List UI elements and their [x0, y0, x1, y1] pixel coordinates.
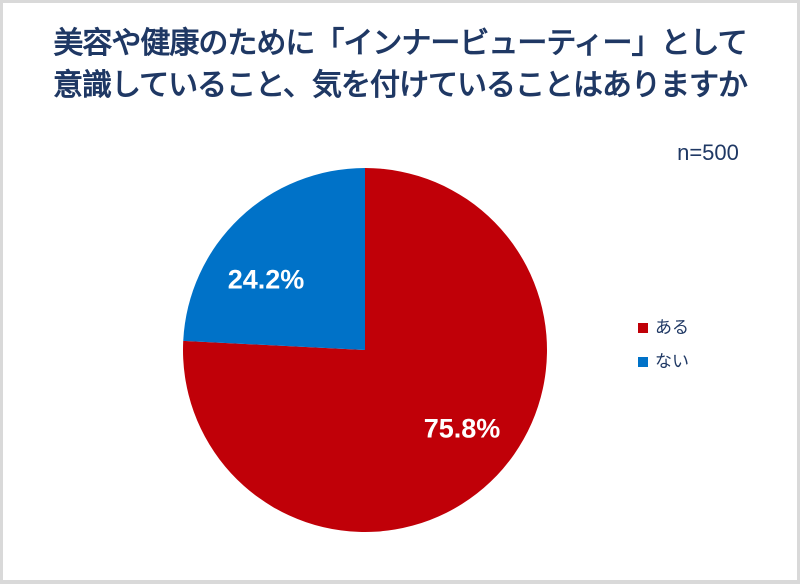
pie-data-label-nai: 24.2%: [227, 264, 305, 295]
chart-title: 美容や健康のために「インナービューティー」として 意識していること、気を付けてい…: [3, 23, 797, 107]
pie-chart: [183, 168, 548, 532]
pie-slice-nai: [183, 168, 365, 350]
chart-legend: ある ない: [638, 317, 689, 372]
chart-title-line1: 美容や健康のために「インナービューティー」として: [53, 27, 747, 60]
pie-data-label-aru: 75.8%: [423, 413, 501, 444]
chart-title-line2: 意識していること、気を付けていることはありますか: [53, 69, 748, 102]
legend-item-nai: ない: [638, 351, 689, 372]
legend-item-aru: ある: [638, 317, 689, 338]
legend-swatch-aru-icon: [638, 322, 648, 333]
sample-size-label: n=500: [677, 140, 739, 165]
legend-swatch-nai-icon: [638, 356, 648, 367]
pie-slice-aru: [183, 168, 548, 532]
legend-label-nai: ない: [655, 352, 689, 371]
legend-label-aru: ある: [655, 318, 689, 337]
